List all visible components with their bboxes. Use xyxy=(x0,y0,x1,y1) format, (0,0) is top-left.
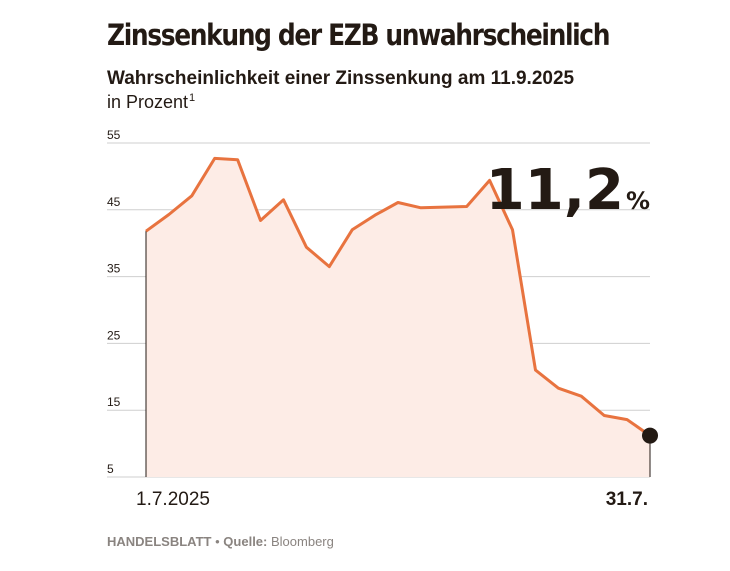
y-tick-label: 5 xyxy=(107,462,114,476)
y-tick-label: 55 xyxy=(107,128,121,142)
y-axis-ticks: 55 45 35 25 15 5 xyxy=(107,128,121,476)
x-label-start: 1.7.2025 xyxy=(136,489,210,510)
series-line xyxy=(145,156,651,437)
y-tick-label: 15 xyxy=(107,395,121,409)
source-separator: • xyxy=(215,534,220,549)
unit-footnote: 1 xyxy=(189,92,196,104)
chart-title: Zinssenkung der EZB unwahrscheinlich xyxy=(107,18,610,52)
chart-subtitle: Wahrscheinlichkeit einer Zinssenkung am … xyxy=(107,68,575,89)
source-note: HANDELSBLATT • Quelle: Bloomberg xyxy=(107,534,334,549)
brand-name: HANDELSBLATT xyxy=(107,534,212,549)
source-name: Bloomberg xyxy=(271,534,334,549)
unit-text: in Prozent xyxy=(107,92,189,112)
x-label-end: 31.7. xyxy=(606,489,648,510)
y-tick-label: 25 xyxy=(107,328,121,342)
highlight-value: 11,2% xyxy=(486,158,650,223)
y-tick-label: 35 xyxy=(107,262,121,276)
unit-label: in Prozent1 xyxy=(107,92,195,113)
y-tick-label: 45 xyxy=(107,195,121,209)
source-label: Quelle: xyxy=(223,534,268,549)
series-area xyxy=(146,158,650,477)
last-value-marker xyxy=(642,427,658,444)
highlight-number: 11,2 xyxy=(486,158,624,223)
highlight-unit: % xyxy=(626,187,650,215)
